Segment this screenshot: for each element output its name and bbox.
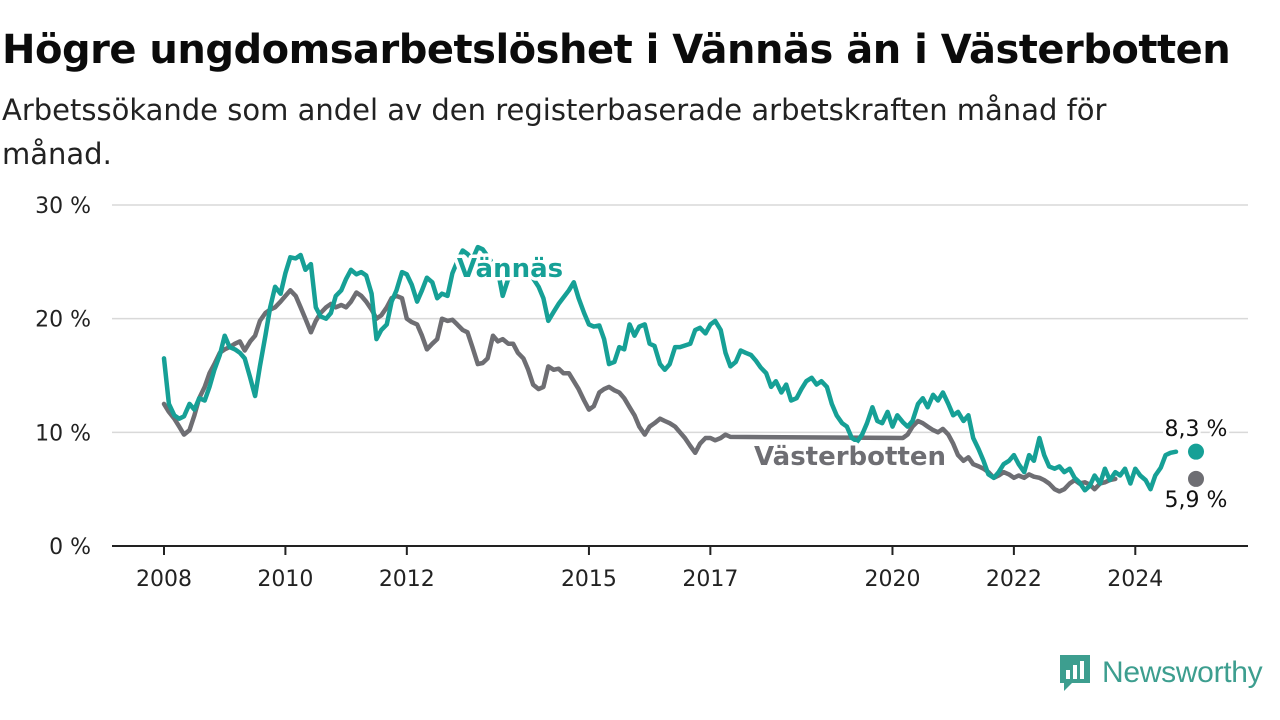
grid-lines bbox=[112, 204, 1248, 434]
y-tick-label-0: 0 % bbox=[49, 535, 91, 560]
end-point-vannas bbox=[1188, 443, 1204, 460]
series-labels: Vännäs Västerbotten 8,3 % 5,9 % bbox=[453, 251, 1230, 517]
series-line-vannas bbox=[161, 244, 1179, 493]
y-axis: 0 % 10 % 20 % 30 % bbox=[35, 194, 91, 560]
x-tick-label-2010: 2010 bbox=[257, 567, 313, 592]
end-point-vasterbotten bbox=[1188, 470, 1204, 487]
newsworthy-logo-icon bbox=[1060, 655, 1090, 691]
y-tick-label-30: 30 % bbox=[35, 194, 91, 219]
x-tick-label-2008: 2008 bbox=[136, 567, 192, 592]
x-tick-label-2017: 2017 bbox=[682, 567, 738, 592]
x-tick-label-2020: 2020 bbox=[864, 567, 920, 592]
series-label-vannas: Vännäs bbox=[457, 254, 563, 284]
x-tick-label-2024: 2024 bbox=[1107, 567, 1163, 592]
x-tick-label-2012: 2012 bbox=[379, 567, 435, 592]
newsworthy-logo: Newsworthy bbox=[1058, 653, 1263, 693]
chart-subtitle: Arbetssökande som andel av den registerb… bbox=[2, 93, 1107, 171]
x-tick-label-2015: 2015 bbox=[561, 567, 617, 592]
y-tick-label-20: 20 % bbox=[35, 308, 91, 333]
chart-title: Högre ungdomsarbetslöshet i Vännäs än i … bbox=[2, 27, 1231, 73]
y-tick-label-10: 10 % bbox=[35, 421, 91, 446]
end-value-vasterbotten: 5,9 % bbox=[1165, 488, 1228, 513]
series-label-vasterbotten: Västerbotten bbox=[754, 442, 946, 472]
end-value-vannas: 8,3 % bbox=[1165, 417, 1228, 442]
series-lines bbox=[161, 244, 1204, 494]
series-line-vasterbotten bbox=[161, 288, 1118, 494]
brand-name: Newsworthy bbox=[1102, 656, 1263, 689]
line-chart: 0 % 10 % 20 % 30 % 2008 2010 2012 2015 2017 2020… bbox=[35, 194, 1248, 592]
x-axis: 2008 2010 2012 2015 2017 2020 2022 2024 bbox=[112, 545, 1248, 592]
x-tick-label-2022: 2022 bbox=[986, 567, 1042, 592]
